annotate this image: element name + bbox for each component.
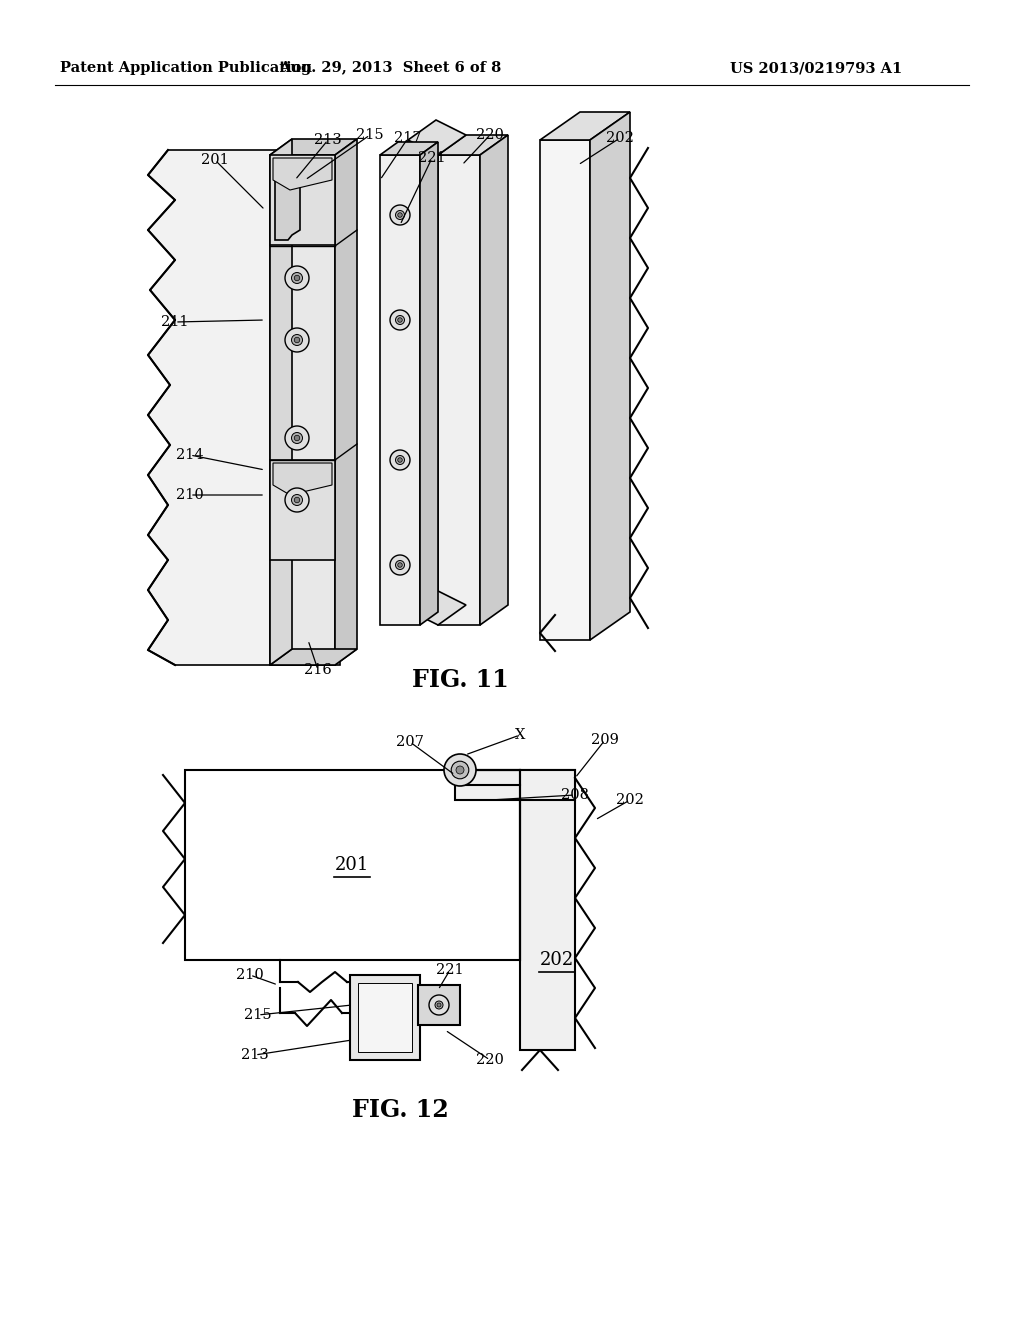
Text: 202: 202 — [540, 950, 574, 969]
Circle shape — [390, 310, 410, 330]
Text: 215: 215 — [356, 128, 384, 143]
Polygon shape — [438, 154, 480, 624]
Circle shape — [395, 455, 404, 465]
Circle shape — [285, 267, 309, 290]
Circle shape — [395, 561, 404, 569]
Text: US 2013/0219793 A1: US 2013/0219793 A1 — [730, 61, 902, 75]
Polygon shape — [540, 140, 590, 640]
Text: 210: 210 — [176, 488, 204, 502]
Circle shape — [285, 488, 309, 512]
Text: 210: 210 — [237, 968, 264, 982]
Circle shape — [395, 315, 404, 325]
Text: 213: 213 — [314, 133, 342, 147]
Circle shape — [444, 754, 476, 785]
Text: 213: 213 — [241, 1048, 269, 1063]
Text: 220: 220 — [476, 128, 504, 143]
Circle shape — [397, 562, 402, 568]
Circle shape — [294, 337, 300, 343]
Circle shape — [390, 205, 410, 224]
Polygon shape — [480, 135, 508, 624]
Polygon shape — [270, 139, 292, 665]
Circle shape — [397, 213, 402, 218]
Text: 217: 217 — [394, 131, 422, 145]
Polygon shape — [408, 120, 466, 154]
Circle shape — [435, 1001, 443, 1008]
Polygon shape — [350, 975, 420, 1060]
Polygon shape — [380, 143, 438, 154]
Circle shape — [292, 433, 302, 444]
Text: Patent Application Publication: Patent Application Publication — [60, 61, 312, 75]
Polygon shape — [358, 983, 412, 1052]
Circle shape — [397, 318, 402, 322]
Polygon shape — [273, 158, 332, 190]
Text: FIG. 12: FIG. 12 — [351, 1098, 449, 1122]
Circle shape — [292, 272, 302, 284]
Polygon shape — [380, 154, 420, 624]
Circle shape — [395, 210, 404, 219]
Polygon shape — [590, 112, 630, 640]
Polygon shape — [270, 139, 357, 154]
Circle shape — [294, 276, 300, 281]
Text: 202: 202 — [606, 131, 634, 145]
Polygon shape — [455, 770, 575, 800]
Circle shape — [292, 334, 302, 346]
Text: 201: 201 — [335, 855, 370, 874]
Text: 201: 201 — [201, 153, 229, 168]
Circle shape — [437, 1003, 441, 1007]
Polygon shape — [270, 649, 357, 665]
Text: 221: 221 — [436, 964, 464, 977]
Polygon shape — [420, 143, 438, 624]
Polygon shape — [540, 112, 630, 140]
Polygon shape — [438, 135, 508, 154]
Polygon shape — [148, 150, 340, 665]
Text: 214: 214 — [176, 447, 204, 462]
Polygon shape — [520, 770, 575, 1049]
Circle shape — [452, 762, 469, 779]
Text: 202: 202 — [616, 793, 644, 807]
Polygon shape — [418, 985, 460, 1026]
Circle shape — [285, 426, 309, 450]
Circle shape — [390, 450, 410, 470]
Text: Aug. 29, 2013  Sheet 6 of 8: Aug. 29, 2013 Sheet 6 of 8 — [279, 61, 501, 75]
Polygon shape — [270, 459, 335, 560]
Circle shape — [397, 458, 402, 462]
Text: 220: 220 — [476, 1053, 504, 1067]
Circle shape — [292, 495, 302, 506]
Polygon shape — [275, 160, 300, 240]
Circle shape — [294, 436, 300, 441]
Polygon shape — [408, 590, 466, 624]
Text: 207: 207 — [396, 735, 424, 748]
Polygon shape — [270, 154, 335, 665]
Circle shape — [390, 554, 410, 576]
Text: 209: 209 — [591, 733, 618, 747]
Text: 216: 216 — [304, 663, 332, 677]
Circle shape — [429, 995, 449, 1015]
Circle shape — [456, 766, 464, 774]
Text: 208: 208 — [561, 788, 589, 803]
Polygon shape — [270, 154, 335, 246]
Text: 221: 221 — [418, 150, 445, 165]
Circle shape — [294, 498, 300, 503]
Text: FIG. 11: FIG. 11 — [412, 668, 508, 692]
Text: X: X — [515, 729, 525, 742]
Text: 211: 211 — [161, 315, 188, 329]
Polygon shape — [273, 463, 332, 495]
Circle shape — [285, 327, 309, 352]
Text: 215: 215 — [244, 1008, 271, 1022]
Polygon shape — [335, 139, 357, 665]
